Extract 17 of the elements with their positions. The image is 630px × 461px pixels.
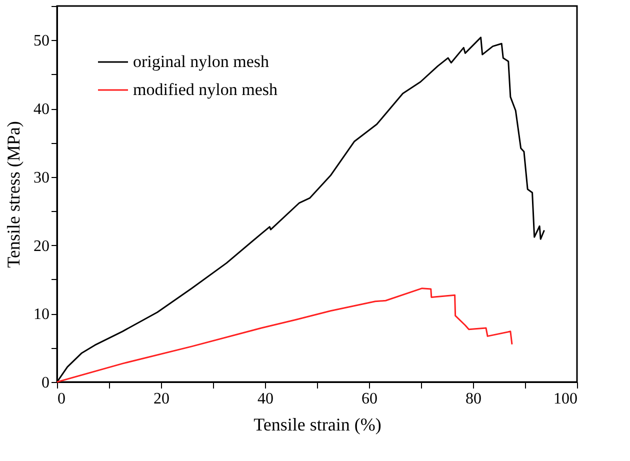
line-series [56,288,513,383]
y-tick-label: 50 [34,32,50,50]
x-tick-label: 80 [466,390,482,408]
y-tick-label: 20 [34,238,50,255]
y-axis-title: Tensile stress (MPa) [4,121,24,268]
legend-label: modified nylon mesh [133,80,278,99]
y-tick-label: 40 [34,101,50,118]
x-tick-label: 40 [258,390,274,408]
x-tick-label: 60 [362,390,378,408]
y-tick-label: 0 [42,374,50,392]
x-tick-label: 100 [554,390,578,408]
legend-label: original nylon mesh [133,52,270,71]
x-axis-title: Tensile strain (%) [254,414,382,434]
y-tick-label: 30 [34,169,50,186]
x-tick-label: 20 [154,390,170,408]
y-tick-label: 10 [34,306,50,324]
x-tick-label: 0 [58,390,66,408]
